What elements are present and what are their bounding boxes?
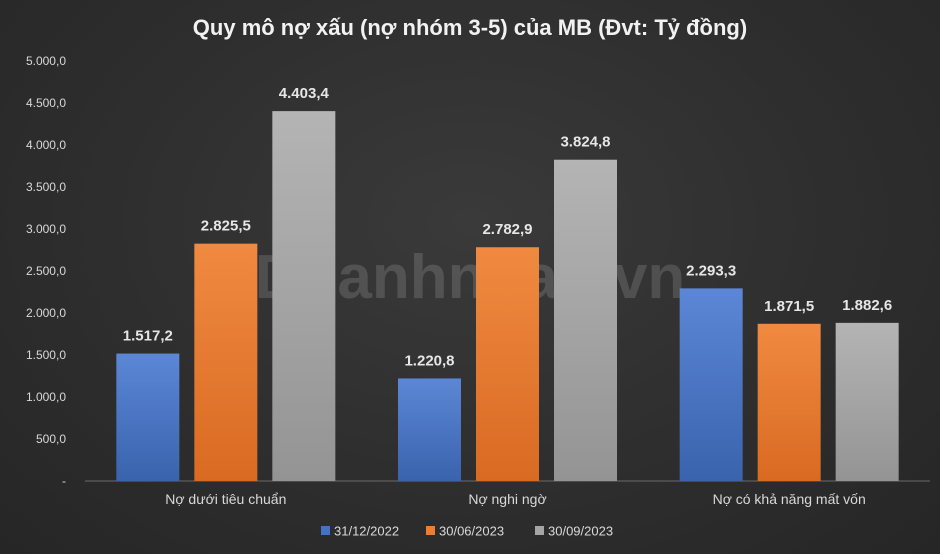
bar [554, 159, 617, 481]
y-tick-label: 2.000,0 [26, 306, 66, 320]
data-label: 3.824,8 [560, 134, 610, 151]
y-tick-label: 4.500,0 [26, 96, 66, 110]
data-label: 2.782,9 [482, 221, 532, 238]
y-tick-label: - [62, 474, 66, 488]
category-label: Nợ dưới tiêu chuẩn [165, 491, 286, 507]
y-axis: - 500,0 1.000,0 1.500,0 2.000,0 2.500,0 3.000,… [26, 54, 66, 488]
bar [116, 353, 180, 481]
y-tick-label: 4.000,0 [26, 138, 66, 152]
y-tick-label: 3.500,0 [26, 180, 66, 194]
legend-swatch [321, 526, 330, 535]
data-label: 4.403,4 [279, 85, 330, 102]
data-label: 1.882,6 [842, 297, 892, 314]
legend-label: 31/12/2022 [334, 524, 399, 539]
data-labels-group: 1.517,2 2.825,5 4.403,4 1.220,8 2.782,9 3.824… [123, 85, 892, 369]
legend-label: 30/06/2023 [439, 524, 504, 539]
legend: 31/12/2022 30/06/2023 30/09/2023 [321, 524, 613, 539]
data-label: 2.293,3 [686, 262, 736, 279]
y-tick-label: 3.000,0 [26, 222, 66, 236]
bar [398, 378, 461, 481]
y-tick-label: 2.500,0 [26, 264, 66, 278]
y-tick-label: 1.000,0 [26, 390, 66, 404]
data-label: 1.220,8 [404, 352, 454, 369]
bars-group [116, 111, 899, 481]
bar [679, 288, 743, 481]
data-label: 2.825,5 [201, 218, 251, 235]
data-label: 1.871,5 [764, 298, 814, 315]
bar [272, 111, 336, 481]
x-axis: Nợ dưới tiêu chuẩn Nợ nghi ngờ Nợ có khả n… [165, 491, 865, 507]
y-tick-label: 500,0 [36, 432, 66, 446]
bar [476, 247, 539, 481]
legend-swatch [426, 526, 435, 535]
category-label: Nợ nghi ngờ [468, 491, 546, 507]
data-label: 1.517,2 [123, 328, 173, 345]
category-label: Nợ có khả năng mất vốn [713, 491, 866, 507]
chart-title: Quy mô nợ xấu (nợ nhóm 3-5) của MB (Đvt:… [193, 15, 747, 40]
y-tick-label: 5.000,0 [26, 54, 66, 68]
bar [835, 322, 899, 481]
y-tick-label: 1.500,0 [26, 348, 66, 362]
bar [194, 243, 258, 481]
legend-label: 30/09/2023 [548, 524, 613, 539]
bar [757, 323, 821, 481]
legend-swatch [535, 526, 544, 535]
